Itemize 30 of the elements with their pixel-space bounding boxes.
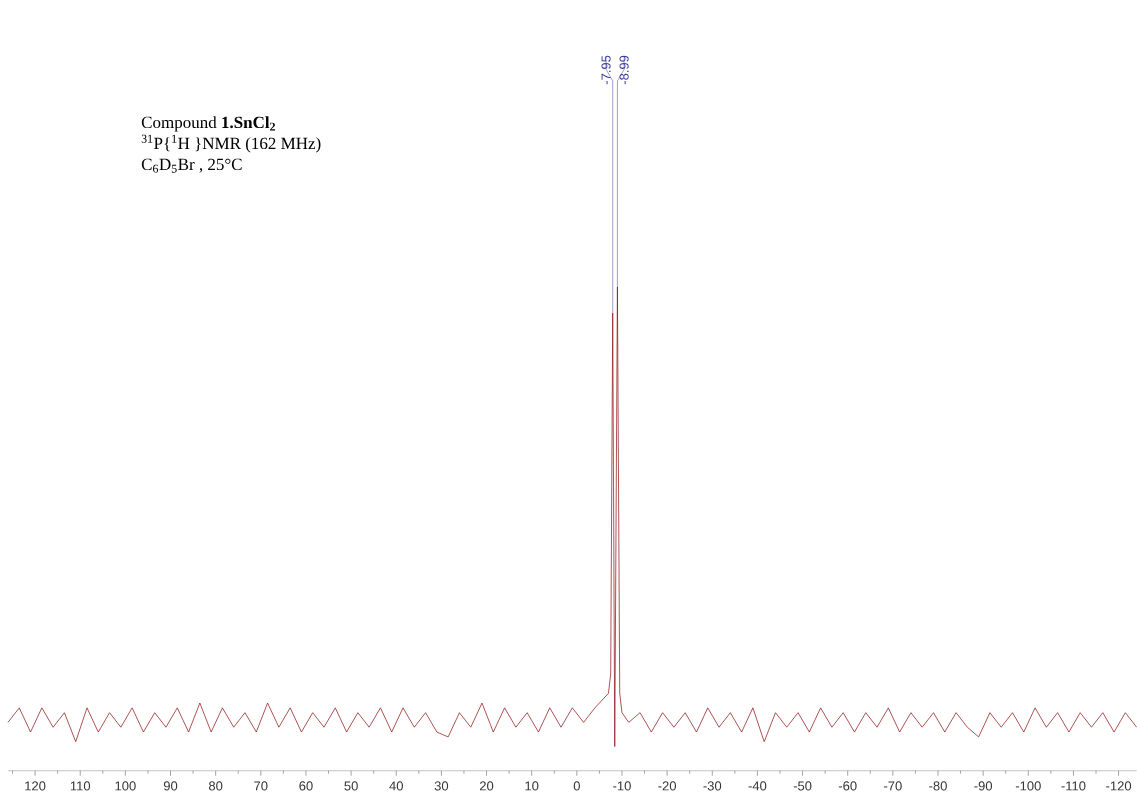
- x-tick-label: 40: [389, 781, 403, 791]
- text: C$_{6}$D$_{5}$Br , 25°C: [141, 158, 242, 173]
- x-tick-label: -60: [838, 781, 857, 791]
- annotation: -7.95: [601, 55, 611, 85]
- x-tick-label: -30: [703, 781, 722, 791]
- x-tick-label: 80: [209, 781, 223, 791]
- x-tick-label: -100: [1015, 781, 1041, 791]
- x-tick-label: -20: [658, 781, 677, 791]
- x-tick-label: 60: [299, 781, 313, 791]
- x-tick-label: 120: [25, 781, 46, 791]
- x-tick-label: 100: [115, 781, 136, 791]
- x-tick-label: -50: [793, 781, 812, 791]
- x-tick-label: -80: [929, 781, 947, 791]
- x-tick-label: 20: [479, 781, 494, 791]
- x-tick-label: -70: [884, 781, 902, 791]
- annotation: -8.99: [619, 55, 629, 85]
- x-tick-label: 10: [525, 781, 539, 791]
- x-tick-label: 90: [163, 781, 178, 791]
- x-tick-label: 110: [70, 781, 91, 791]
- x-tick-label: -40: [748, 781, 767, 791]
- x-tick-label: 30: [434, 781, 449, 791]
- x-tick-label: 0: [573, 781, 580, 791]
- chart-title: Compound 1.SnCl$_{2}$: [141, 116, 276, 132]
- x-tick-label: 50: [344, 781, 358, 791]
- x-tick-label: -110: [1061, 781, 1086, 791]
- x-tick-label: -90: [974, 781, 993, 791]
- x-tick-label: -10: [613, 781, 631, 791]
- x-tick-label: 70: [254, 781, 268, 791]
- chart-subtitle: $^{31}$P{$^{1}$H }NMR (162 MHz): [141, 134, 321, 153]
- x-tick-label: -120: [1106, 781, 1132, 791]
